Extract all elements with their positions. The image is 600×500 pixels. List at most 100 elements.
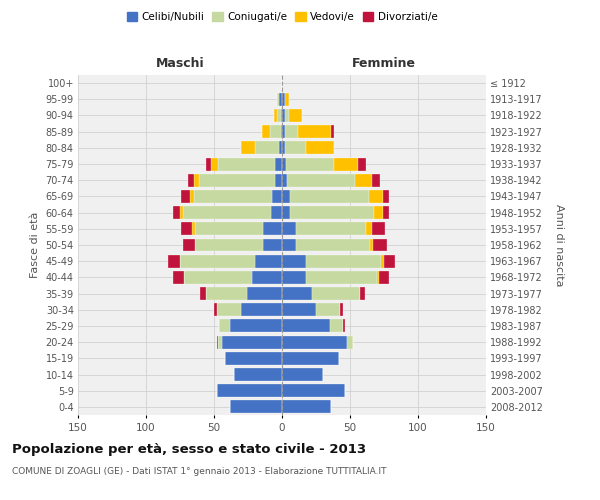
Bar <box>282 304 316 316</box>
Bar <box>180 254 255 268</box>
Bar <box>340 304 343 316</box>
Bar <box>230 400 282 413</box>
Bar <box>183 238 195 252</box>
Bar <box>285 142 307 154</box>
Bar <box>282 287 312 300</box>
Bar <box>230 320 282 332</box>
Bar <box>279 142 282 154</box>
Bar <box>173 206 180 219</box>
Bar <box>329 320 343 332</box>
Bar <box>183 206 271 219</box>
Bar <box>181 190 190 203</box>
Bar <box>370 238 373 252</box>
Bar <box>275 174 282 186</box>
Bar <box>316 304 340 316</box>
Bar <box>252 271 282 284</box>
Bar <box>282 93 285 106</box>
Text: Femmine: Femmine <box>352 57 416 70</box>
Bar <box>181 222 192 235</box>
Bar <box>274 109 277 122</box>
Bar <box>307 254 381 268</box>
Bar <box>373 238 387 252</box>
Bar <box>168 254 180 268</box>
Bar <box>218 158 275 170</box>
Bar <box>307 271 377 284</box>
Bar <box>218 336 222 348</box>
Bar <box>369 190 383 203</box>
Bar <box>225 352 282 365</box>
Bar <box>195 222 263 235</box>
Bar <box>282 222 296 235</box>
Bar <box>235 368 282 381</box>
Bar <box>286 158 334 170</box>
Bar <box>192 222 195 235</box>
Bar <box>282 400 331 413</box>
Bar <box>255 254 282 268</box>
Bar <box>282 254 307 268</box>
Bar <box>255 142 279 154</box>
Bar <box>263 238 282 252</box>
Bar <box>384 254 395 268</box>
Bar <box>381 254 384 268</box>
Bar <box>206 158 211 170</box>
Bar <box>247 287 282 300</box>
Bar <box>358 158 367 170</box>
Bar <box>285 125 298 138</box>
Bar <box>307 142 334 154</box>
Bar <box>282 125 285 138</box>
Bar <box>282 109 285 122</box>
Bar <box>372 222 385 235</box>
Bar <box>282 142 285 154</box>
Bar <box>270 125 281 138</box>
Bar <box>367 222 372 235</box>
Bar <box>282 174 287 186</box>
Bar <box>282 384 344 397</box>
Bar <box>285 93 289 106</box>
Bar <box>220 320 230 332</box>
Bar <box>188 174 194 186</box>
Bar <box>262 125 270 138</box>
Bar <box>359 287 365 300</box>
Bar <box>347 336 353 348</box>
Bar <box>298 125 331 138</box>
Bar <box>214 304 217 316</box>
Bar <box>190 190 194 203</box>
Bar <box>383 206 389 219</box>
Bar <box>281 125 282 138</box>
Bar <box>296 222 367 235</box>
Bar <box>377 271 379 284</box>
Bar <box>334 158 358 170</box>
Bar <box>200 287 206 300</box>
Bar <box>287 174 355 186</box>
Bar <box>217 384 282 397</box>
Bar <box>282 368 323 381</box>
Bar <box>331 125 334 138</box>
Text: Popolazione per età, sesso e stato civile - 2013: Popolazione per età, sesso e stato civil… <box>12 442 366 456</box>
Bar <box>194 190 272 203</box>
Bar <box>281 109 282 122</box>
Bar <box>282 206 290 219</box>
Bar <box>343 320 344 332</box>
Bar <box>195 238 263 252</box>
Bar <box>217 304 241 316</box>
Bar <box>383 190 389 203</box>
Y-axis label: Anni di nascita: Anni di nascita <box>554 204 564 286</box>
Bar <box>290 190 369 203</box>
Bar <box>279 93 282 106</box>
Bar <box>355 174 372 186</box>
Bar <box>199 174 275 186</box>
Bar <box>282 271 307 284</box>
Bar <box>277 109 281 122</box>
Bar <box>282 158 286 170</box>
Bar <box>217 336 218 348</box>
Bar <box>296 238 370 252</box>
Bar <box>173 271 184 284</box>
Bar <box>374 206 383 219</box>
Bar <box>285 109 289 122</box>
Bar <box>211 158 218 170</box>
Bar <box>282 320 329 332</box>
Bar <box>275 158 282 170</box>
Legend: Celibi/Nubili, Coniugati/e, Vedovi/e, Divorziati/e: Celibi/Nubili, Coniugati/e, Vedovi/e, Di… <box>122 8 442 26</box>
Y-axis label: Fasce di età: Fasce di età <box>30 212 40 278</box>
Bar <box>277 93 279 106</box>
